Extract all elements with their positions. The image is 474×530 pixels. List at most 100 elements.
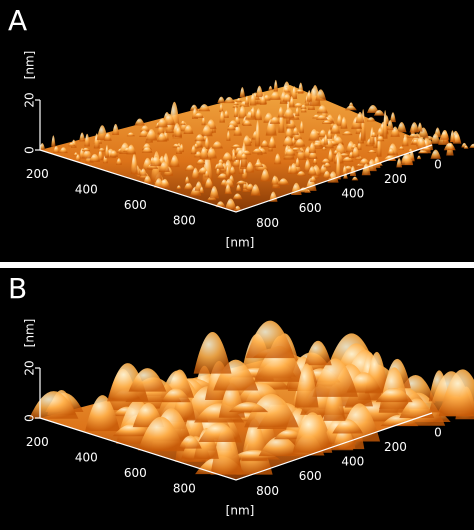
surface-peak: [298, 187, 310, 193]
surface-peak: [285, 127, 294, 139]
surface-peak: [145, 129, 158, 141]
z-tick-label: 0: [23, 146, 37, 154]
surface-peak: [126, 132, 135, 137]
surface-peak: [273, 79, 279, 92]
surface-peak: [351, 176, 359, 181]
surface-peak: [174, 144, 180, 148]
surface-peak: [430, 149, 441, 159]
right-axis-tick-label: 200: [384, 172, 407, 186]
surface-peak: [204, 170, 210, 178]
surface-peak: [260, 168, 271, 182]
surface-peak: [312, 142, 323, 147]
surface-peak: [367, 149, 377, 154]
surface-peak: [161, 388, 191, 403]
surface-peak: [440, 129, 450, 140]
surface-peak: [163, 114, 176, 126]
surface-peak: [268, 136, 276, 149]
left-axis-tick-label: 200: [26, 167, 49, 181]
right-axis-tick-label: 400: [341, 455, 364, 469]
surface-peak: [209, 186, 219, 199]
surface-peak: [469, 143, 474, 148]
surface-peak: [290, 147, 302, 151]
surface-peak: [53, 145, 60, 153]
panel-label: A: [8, 4, 27, 37]
surface-peak: [255, 108, 263, 121]
surface: [40, 85, 432, 212]
surface-peak: [115, 158, 122, 165]
surface-peak: [183, 182, 194, 190]
surface-peak: [269, 191, 278, 202]
surface-peak: [201, 116, 206, 126]
surface-peak: [384, 154, 397, 161]
surface-peak: [271, 175, 279, 185]
surface-peak: [355, 111, 365, 124]
surface-peak: [241, 418, 268, 462]
surface-peak: [176, 185, 182, 189]
surface-peak: [295, 106, 300, 116]
z-tick-label: 0: [23, 414, 37, 422]
left-axis-tick-label: 600: [124, 466, 147, 480]
surface-peak: [160, 178, 170, 188]
surface-peak: [235, 180, 247, 185]
surface-peak: [449, 130, 455, 143]
surface-peak: [336, 114, 343, 126]
surface-peak: [109, 150, 119, 157]
surface-peak: [417, 122, 423, 132]
surface-peak: [97, 149, 104, 161]
surface-peak: [283, 87, 291, 93]
surface-peak: [244, 95, 250, 105]
surface-peak: [178, 435, 202, 449]
surface-peak: [346, 372, 383, 393]
surface-peak: [233, 106, 238, 118]
right-axis-tick-label: 800: [256, 484, 279, 498]
right-axis-tick-label: 600: [299, 469, 322, 483]
surface-peak: [103, 132, 112, 141]
surface-peak: [253, 161, 264, 168]
surface-peak: [289, 96, 295, 108]
surface-peak: [284, 148, 296, 156]
surface-peak: [375, 388, 413, 403]
surface-peak: [304, 159, 312, 172]
surface-peak: [84, 133, 91, 147]
left-axis-tick-label: 400: [75, 450, 98, 464]
right-axis-tick-label: 0: [434, 158, 442, 172]
surface-peak: [342, 165, 348, 175]
surface-peak: [231, 150, 236, 162]
surface-peak: [300, 104, 307, 109]
surface-peak: [277, 106, 285, 118]
surface-peak: [216, 161, 225, 169]
surface-peak: [194, 134, 205, 142]
surface-peak: [289, 162, 299, 174]
surface-peak: [139, 168, 148, 176]
surface-peak: [29, 391, 79, 419]
surface-peak: [282, 93, 293, 102]
surface-peak: [308, 128, 320, 141]
surface-peak: [85, 395, 120, 432]
surface-peak: [260, 140, 269, 147]
surface-peak: [239, 87, 246, 98]
surface-peak: [282, 136, 294, 147]
axis-line: [39, 100, 433, 213]
surface-peak: [309, 176, 317, 182]
surface-peak: [376, 127, 385, 137]
panel-label: B: [8, 272, 27, 305]
surface-peak: [189, 104, 199, 111]
surface-peak: [358, 158, 370, 165]
surface-peak: [150, 155, 162, 167]
surface-peak: [130, 153, 138, 175]
surface-peak: [233, 125, 242, 136]
surface-peak: [401, 153, 413, 166]
surface-peak: [387, 148, 396, 155]
surface-peak: [107, 363, 149, 402]
surface-peak: [250, 184, 261, 196]
surface-peak: [295, 157, 300, 168]
surface-peak: [293, 102, 305, 108]
surface-peak: [139, 129, 150, 137]
surface-peak: [158, 161, 170, 173]
surface-peak: [198, 104, 211, 112]
surface-peak: [345, 105, 357, 111]
surface-peak: [233, 205, 242, 211]
left-axis-tick-label: 200: [26, 435, 49, 449]
